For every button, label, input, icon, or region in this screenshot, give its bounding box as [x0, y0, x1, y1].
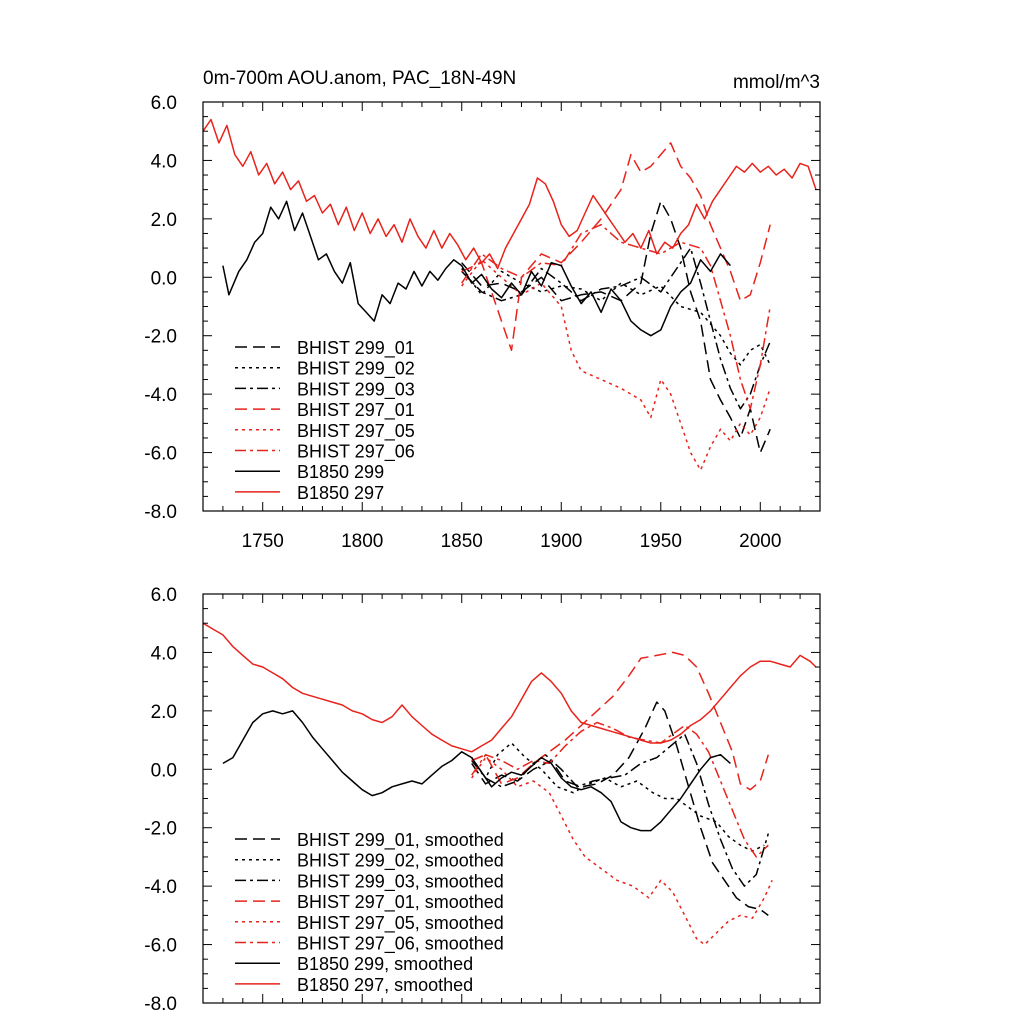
series-line-1-4 [471, 756, 773, 946]
legend-label-1-3: BHIST 297_01, smoothed [297, 892, 504, 913]
series-line-0-3 [461, 142, 771, 352]
plot-frame [202, 101, 821, 512]
y-tick-label: -8.0 [144, 994, 177, 1015]
series-line-0-2 [461, 247, 771, 410]
legend-label-1-1: BHIST 299_02, smoothed [297, 851, 504, 872]
legend-label-1-4: BHIST 297_05, smoothed [297, 913, 504, 934]
legend-label-1-6: B1850 299, smoothed [297, 954, 473, 974]
series-line-0-1 [461, 268, 771, 366]
legend-label-0-5: BHIST 297_06 [297, 442, 415, 463]
y-tick-label: -2.0 [144, 327, 177, 348]
legend-label-1-5: BHIST 297_06, smoothed [297, 934, 504, 955]
x-tick-label: 1800 [341, 531, 383, 552]
legend-label-0-4: BHIST 297_05 [297, 421, 415, 442]
series-line-1-6 [222, 710, 731, 832]
y-tick-label: 6.0 [151, 93, 177, 114]
series-line-0-6 [222, 200, 731, 337]
legend-label-0-0: BHIST 299_01 [297, 338, 415, 359]
legend-label-1-0: BHIST 299_01, smoothed [297, 830, 504, 851]
x-tick-label: 1950 [640, 531, 682, 552]
chart-units: mmol/m^3 [733, 72, 820, 93]
panel-top: -8.0 -6.0 -4.0 -2.0 0.0 2.0 4.0 6.0 1750 1800 1850… [144, 93, 821, 552]
y-tick-label: 0.0 [151, 760, 177, 781]
series-line-1-1 [471, 742, 765, 852]
legend-label-0-1: BHIST 299_02 [297, 359, 415, 380]
series-line-0-4 [461, 259, 771, 471]
legend-label-0-2: BHIST 299_03 [297, 379, 415, 400]
series-line-1-7 [202, 622, 817, 753]
series-line-0-0 [461, 200, 771, 454]
legend-label-0-7: B1850 297 [297, 483, 384, 503]
y-tick-label: 4.0 [151, 151, 177, 172]
y-tick-label: -6.0 [144, 444, 177, 465]
y-tick-label: 2.0 [151, 702, 177, 723]
x-tick-label: 1900 [540, 531, 582, 552]
series-line-0-7 [202, 118, 817, 270]
x-tick-label: 1850 [441, 531, 483, 552]
legend-label-1-7: B1850 297, smoothed [297, 975, 473, 995]
series-line-0-5 [461, 223, 771, 410]
y-tick-label: -6.0 [144, 936, 177, 957]
plot-frame [202, 593, 821, 1004]
legend-label-0-6: B1850 299 [297, 462, 384, 482]
series-line-1-0 [471, 701, 769, 917]
y-tick-label: 4.0 [151, 643, 177, 664]
chart-title: 0m-700m AOU.anom, PAC_18N-49N [203, 68, 516, 89]
y-tick-label: 0.0 [151, 268, 177, 289]
y-tick-label: -4.0 [144, 877, 177, 898]
y-tick-label: -8.0 [144, 502, 177, 523]
x-tick-label: 2000 [739, 531, 781, 552]
x-tick-label: 1750 [242, 531, 284, 552]
y-tick-label: -4.0 [144, 385, 177, 406]
legend-label-1-2: BHIST 299_03, smoothed [297, 871, 504, 892]
y-tick-label: -2.0 [144, 819, 177, 840]
series-line-1-5 [471, 721, 769, 858]
panel-bottom: -8.0 -6.0 -4.0 -2.0 0.0 2.0 4.0 6.0 BHIST 299_01… [144, 585, 821, 1015]
y-tick-label: 2.0 [151, 210, 177, 231]
series-line-1-3 [471, 651, 770, 791]
y-tick-label: 6.0 [151, 585, 177, 606]
legend-label-0-3: BHIST 297_01 [297, 400, 415, 421]
